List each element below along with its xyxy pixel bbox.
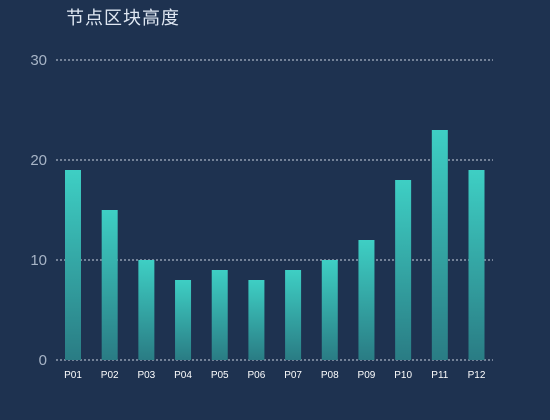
y-tick-label: 10 [30,252,47,269]
x-tick-label: P07 [284,370,302,381]
bar-p08[interactable] [321,260,338,360]
x-tick-label: P05 [211,370,229,381]
bar-p09[interactable] [358,240,375,360]
bar-p07[interactable] [285,270,302,360]
x-tick-label: P06 [248,370,266,381]
bar-p01[interactable] [65,170,81,360]
bar-p06[interactable] [248,280,265,360]
y-tick-label: 0 [39,352,47,369]
x-tick-label: P03 [137,370,155,381]
bar-p03[interactable] [138,260,155,360]
x-tick-label: P09 [358,370,376,381]
bar-p02[interactable] [101,210,118,360]
bar-layer [65,130,485,360]
x-tick-label: P04 [174,370,192,381]
x-tick-label: P08 [321,370,339,381]
x-tick-label: P10 [394,370,412,381]
y-tick-label: 20 [30,152,47,169]
x-tick-label: P11 [431,370,448,381]
y-tick-label: 30 [30,52,47,69]
grid-layer [56,59,493,361]
bar-p10[interactable] [395,180,412,360]
bar-p05[interactable] [211,270,228,360]
chart-title: 节点区块高度 [66,8,180,29]
x-tick-label: P02 [101,370,119,381]
label-layer: 0 10 20 30 P01 P02 P03 P04 P05 P06 P07 P08 P09 P10 P11… [30,52,486,381]
x-tick-label: P01 [64,370,82,381]
bar-p11[interactable] [431,130,448,360]
bar-p04[interactable] [175,280,192,360]
x-tick-label: P12 [468,370,486,381]
bar-p12[interactable] [468,170,485,360]
